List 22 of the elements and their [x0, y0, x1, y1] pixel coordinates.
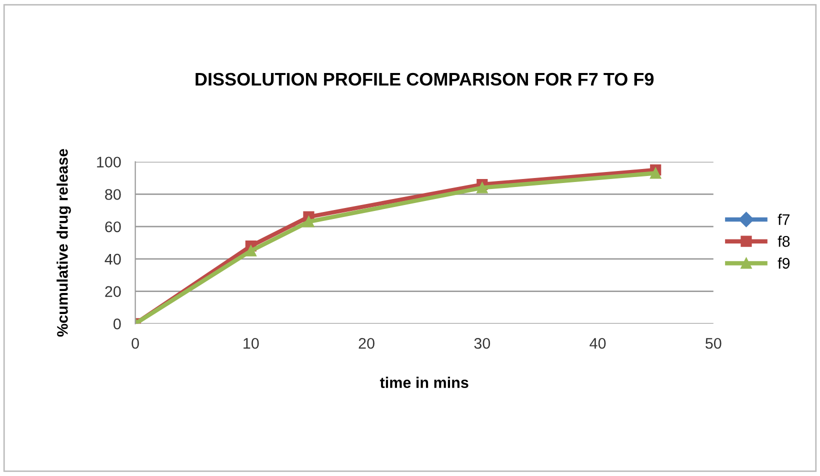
x-tick-label: 10: [244, 338, 259, 349]
y-tick-label: 100: [97, 156, 121, 168]
x-tick-label: 0: [132, 338, 139, 349]
x-tick-label: 50: [706, 338, 722, 349]
legend-label: f9: [778, 258, 790, 269]
chart-title: DISSOLUTION PROFILE COMPARISON FOR F7 TO F9: [196, 72, 654, 86]
y-axis-title: %cumulative drug release: [56, 149, 71, 337]
y-tick-label: 60: [105, 221, 121, 232]
y-tick-label: 20: [105, 286, 121, 297]
point: [650, 168, 662, 179]
point: [245, 245, 256, 256]
point: [476, 182, 488, 194]
x-tick-label: 40: [590, 338, 606, 349]
point: [303, 216, 314, 228]
x-tick-label: 30: [474, 338, 490, 349]
legend-label: f7: [778, 214, 790, 225]
y-tick-label: 0: [114, 318, 121, 330]
x-axis-title: time in mins: [380, 376, 468, 388]
y-tick-label: 80: [105, 189, 121, 200]
y-tick-label: 40: [104, 254, 121, 265]
x-tick-label: 20: [358, 338, 374, 349]
legend-label: f8: [778, 236, 790, 247]
